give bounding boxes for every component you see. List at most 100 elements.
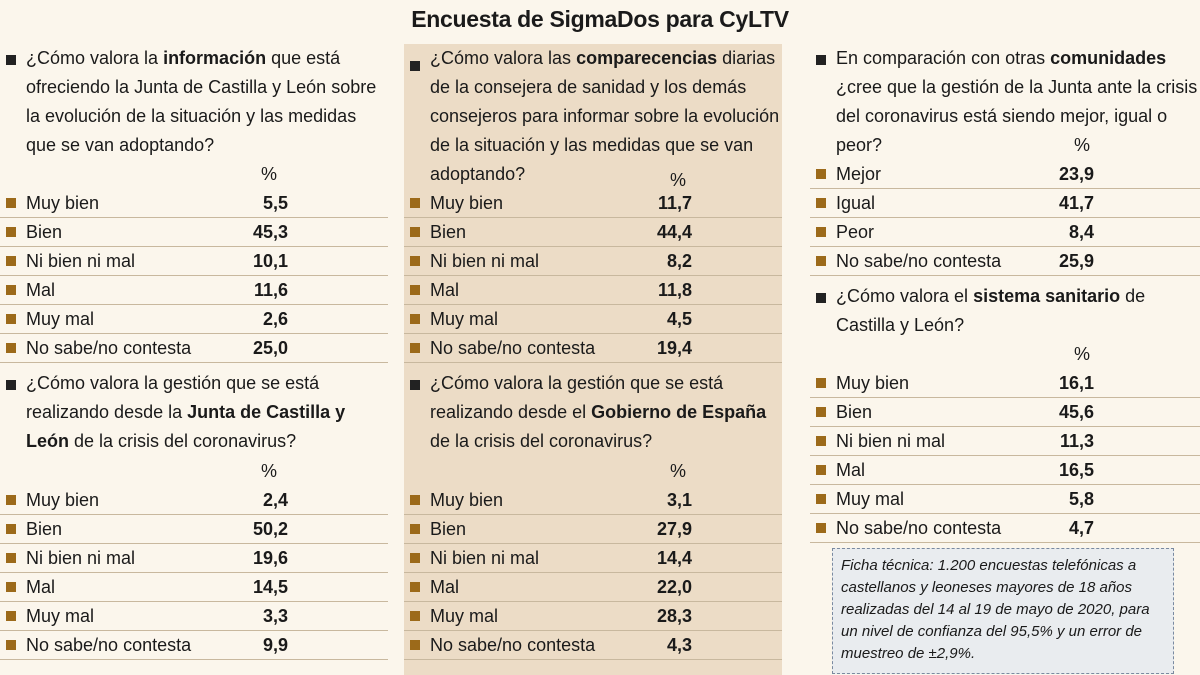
answer-value: 3,3 [262,606,288,626]
answer-row: No sabe/no contesta 4,7 [810,514,1200,543]
percent-label: % [669,170,686,190]
answer-row: Bien 50,2 [0,515,388,544]
answer-row: Muy bien 16,1 [810,369,1200,398]
ficha-tecnica: Ficha técnica: 1.200 encuestas telefónic… [832,548,1174,674]
answer-row: Ni bien ni mal 8,2 [404,247,782,276]
square-bullet-icon [6,227,16,237]
square-bullet-icon [410,380,420,390]
answer-label: Muy bien [836,373,910,393]
answer-row: Igual 41,7 [810,189,1200,218]
answer-row: Mejor 23,9 [810,160,1200,189]
answer-label: No sabe/no contesta [26,338,192,358]
square-bullet-icon [816,494,826,504]
answer-value: 5,5 [262,193,288,213]
answer-value: 16,1 [1058,373,1094,393]
square-bullet-icon [816,198,826,208]
question-gestion-gobierno: ¿Cómo valora la gestión que se está real… [404,369,782,457]
answer-value: 19,4 [656,338,692,358]
answer-label: Muy bien [26,490,100,510]
answer-value: 9,9 [262,635,288,655]
answer-label: Ni bien ni mal [26,548,136,568]
answer-value: 50,2 [252,519,288,539]
answer-row: No sabe/no contesta 9,9 [0,631,388,660]
square-bullet-icon [410,640,420,650]
answer-row: Muy mal 4,5 [404,305,782,334]
square-bullet-icon [410,227,420,237]
square-bullet-icon [816,378,826,388]
percent-label: % [260,461,277,481]
square-bullet-icon [816,169,826,179]
answer-row: Ni bien ni mal 14,4 [404,544,782,573]
square-bullet-icon [410,582,420,592]
square-bullet-icon [410,285,420,295]
answer-label: Mal [26,577,56,597]
answer-list: Muy bien 11,7 Bien 44,4 Ni bien ni mal 8,2 Mal… [404,189,782,363]
percent-label: % [1073,344,1090,364]
answer-row: No sabe/no contesta 25,9 [810,247,1200,276]
percent-label: % [260,164,277,184]
answer-list: Muy bien 2,4 Bien 50,2 Ni bien ni mal 19,6 Mal… [0,486,388,660]
answer-value: 8,4 [1068,222,1094,242]
square-bullet-icon [6,553,16,563]
answer-list: Muy bien 3,1 Bien 27,9 Ni bien ni mal 14,4 Mal… [404,486,782,660]
question-comunidades: En comparación con otras comunidades ¿cr… [810,44,1200,155]
square-bullet-icon [410,553,420,563]
answer-label: Ni bien ni mal [26,251,136,271]
answer-label: Mal [430,280,460,300]
answer-label: Mal [26,280,56,300]
answer-row: Ni bien ni mal 19,6 [0,544,388,573]
answer-label: Muy bien [430,490,504,510]
square-bullet-icon [816,293,826,303]
square-bullet-icon [6,55,16,65]
square-bullet-icon [6,285,16,295]
answer-label: No sabe/no contesta [836,518,1002,538]
square-bullet-icon [410,61,420,71]
square-bullet-icon [816,407,826,417]
answer-row: Ni bien ni mal 11,3 [810,427,1200,456]
question-gestion-junta: ¿Cómo valora la gestión que se está real… [0,369,388,457]
answer-row: Mal 22,0 [404,573,782,602]
square-bullet-icon [410,611,420,621]
answer-list: Muy bien 16,1 Bien 45,6 Ni bien ni mal 11,3 Ma… [810,369,1200,543]
answer-label: Muy mal [26,606,95,626]
answer-label: Muy mal [26,309,95,329]
answer-value: 22,0 [656,577,692,597]
answer-row: Muy bien 3,1 [404,486,782,515]
answer-label: Muy bien [26,193,100,213]
answer-row: Bien 45,6 [810,398,1200,427]
square-bullet-icon [6,495,16,505]
square-bullet-icon [410,524,420,534]
square-bullet-icon [6,582,16,592]
answer-row: No sabe/no contesta 19,4 [404,334,782,363]
square-bullet-icon [410,256,420,266]
answer-label: Bien [430,519,467,539]
answer-row: Mal 14,5 [0,573,388,602]
answer-value: 25,0 [252,338,288,358]
answer-row: Bien 45,3 [0,218,388,247]
answer-label: Muy mal [430,606,499,626]
answer-label: Ni bien ni mal [836,431,946,451]
answer-label: Muy bien [430,193,504,213]
answer-value: 11,7 [657,193,692,213]
answer-label: Muy mal [430,309,499,329]
answer-value: 14,5 [252,577,288,597]
answer-label: No sabe/no contesta [430,635,596,655]
square-bullet-icon [410,198,420,208]
answer-value: 25,9 [1058,251,1094,271]
square-bullet-icon [410,343,420,353]
answer-row: No sabe/no contesta 25,0 [0,334,388,363]
question-comparecencias: ¿Cómo valora las comparecencias diarias … [404,44,782,189]
answer-label: Peor [836,222,875,242]
answer-row: Muy mal 5,8 [810,485,1200,514]
answer-value: 4,7 [1068,518,1094,538]
answer-label: No sabe/no contesta [836,251,1002,271]
page-title: Encuesta de SigmaDos para CyLTV [411,6,789,32]
column-left: ¿Cómo valora la información que está ofr… [0,44,388,660]
answer-label: Bien [430,222,467,242]
answer-value: 45,6 [1058,402,1094,422]
answer-row: No sabe/no contesta 4,3 [404,631,782,660]
answer-label: Mal [836,460,866,480]
answer-label: Bien [26,222,63,242]
answer-label: No sabe/no contesta [430,338,596,358]
answer-value: 8,2 [666,251,692,271]
